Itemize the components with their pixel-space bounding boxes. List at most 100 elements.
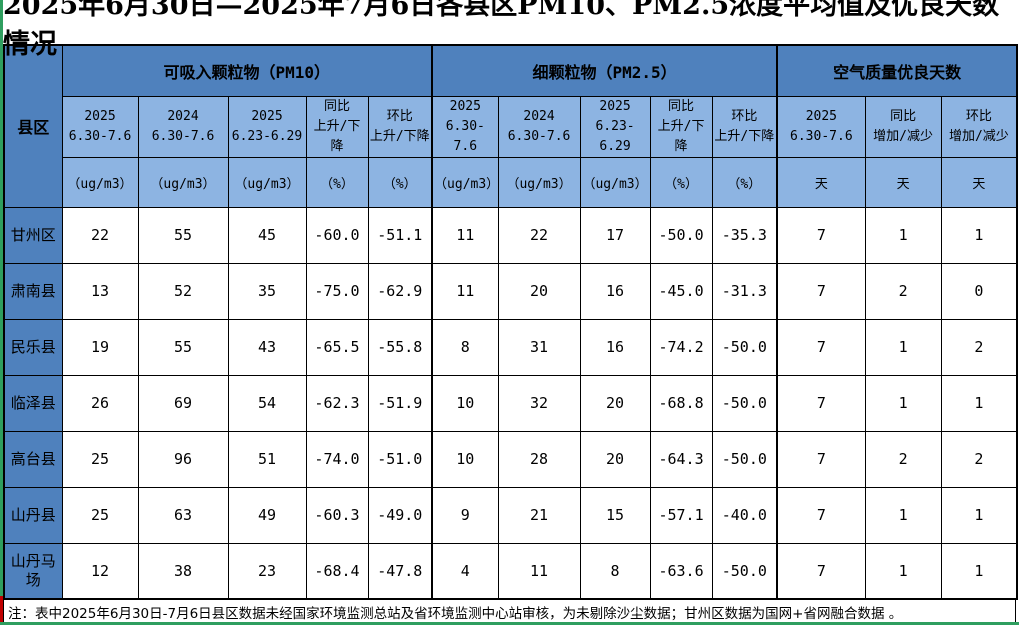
value-cell: -62.9: [367, 262, 433, 320]
col-header-line1: 同比: [890, 108, 917, 124]
value-cell: 7: [776, 318, 866, 376]
col-header-line2: 6.23-6.29: [595, 118, 635, 154]
value-cell: -60.3: [305, 486, 369, 544]
unit-header: （ug/m3）: [431, 156, 499, 208]
value-cell: 4: [431, 542, 499, 600]
value-cell: -51.0: [367, 430, 433, 488]
col-header-line2: 6.30-7.6: [445, 118, 485, 154]
value-cell: -50.0: [711, 318, 778, 376]
col-header-line2: 上升/下降: [369, 128, 430, 144]
col-header-line1: 2025: [449, 98, 481, 114]
value-cell: -51.1: [367, 206, 433, 264]
value-cell: -50.0: [711, 374, 778, 432]
value-cell: 23: [227, 542, 307, 600]
unit-header: （ug/m3）: [497, 156, 581, 208]
value-cell: -50.0: [711, 430, 778, 488]
col-header-line1: 2025: [599, 98, 631, 114]
value-cell: 54: [227, 374, 307, 432]
value-cell: 49: [227, 486, 307, 544]
table-row: 肃南县 13 52 35 -75.0 -62.9 11 20 16 -45.0 -31.3 7 2 0: [3, 262, 1018, 320]
value-cell: 43: [227, 318, 307, 376]
value-cell: 63: [137, 486, 229, 544]
col-header-line1: 环比: [731, 108, 758, 124]
value-cell: 7: [776, 206, 866, 264]
col-header-line2: 增加/减少: [948, 128, 1009, 144]
col-header: 2024 6.30-7.6: [497, 95, 581, 158]
table-row: 高台县 25 96 51 -74.0 -51.0 10 28 20 -64.3 -50.0 7 2 2: [3, 430, 1018, 488]
value-cell: 2: [940, 430, 1018, 488]
value-cell: 1: [940, 486, 1018, 544]
county-label: 肃南县: [3, 262, 63, 320]
value-cell: -74.0: [305, 430, 369, 488]
value-cell: 19: [61, 318, 139, 376]
value-cell: 28: [497, 430, 581, 488]
value-cell: -55.8: [367, 318, 433, 376]
col-header-line2: 6.30-7.6: [68, 128, 132, 144]
unit-header: 天: [940, 156, 1018, 208]
value-cell: 1: [864, 318, 942, 376]
value-cell: -50.0: [649, 206, 713, 264]
col-header: 环比上升/下降: [367, 95, 433, 158]
col-header-line2: 6.30-7.6: [790, 128, 853, 144]
col-header: 环比 上升/下降: [711, 95, 778, 158]
page-title: 2025年6月30日—2025年7月6日各县区PM10、PM2.5浓度平均值及优…: [3, 0, 1016, 60]
col-header: 2025 6.23-6.29: [227, 95, 307, 158]
col-header-line1: 环比: [386, 108, 413, 124]
col-header-line2: 6.30-7.6: [151, 128, 215, 144]
value-cell: -68.8: [649, 374, 713, 432]
value-cell: 7: [776, 486, 866, 544]
col-header: 2025 6.30-7.6: [776, 95, 866, 158]
value-cell: -63.6: [649, 542, 713, 600]
value-cell: 25: [61, 430, 139, 488]
value-cell: -31.3: [711, 262, 778, 320]
county-label: 民乐县: [3, 318, 63, 376]
value-cell: -47.8: [367, 542, 433, 600]
pm-data-table: 县区 可吸入颗粒物（PM10） 细颗粒物（PM2.5） 空气质量优良天数 202…: [3, 44, 1019, 601]
value-cell: -65.5: [305, 318, 369, 376]
value-cell: 35: [227, 262, 307, 320]
table-body: 甘州区 22 55 45 -60.0 -51.1 11 22 17 -50.0 -35.3 7 1 1 肃南…: [3, 206, 1018, 600]
value-cell: -45.0: [649, 262, 713, 320]
value-cell: 22: [61, 206, 139, 264]
value-cell: 11: [431, 206, 499, 264]
edge-strip-bottom-green: [0, 622, 1019, 625]
value-cell: 1: [940, 206, 1018, 264]
value-cell: 7: [776, 262, 866, 320]
col-header-line1: 同比: [668, 98, 695, 114]
value-cell: 1: [864, 374, 942, 432]
table-row: 临泽县 26 69 54 -62.3 -51.9 10 32 20 -68.8 -50.0 7 1 1: [3, 374, 1018, 432]
corner-header-county: 县区: [3, 44, 63, 208]
value-cell: 11: [497, 542, 581, 600]
value-cell: 1: [864, 542, 942, 600]
value-cell: 51: [227, 430, 307, 488]
col-header-line1: 2024: [523, 108, 555, 124]
value-cell: 20: [497, 262, 581, 320]
value-cell: 25: [61, 486, 139, 544]
value-cell: -51.9: [367, 374, 433, 432]
value-cell: -62.3: [305, 374, 369, 432]
col-header: 环比增加/减少: [940, 95, 1018, 158]
col-header-line1: 同比: [323, 98, 350, 114]
value-cell: 7: [776, 542, 866, 600]
value-cell: -75.0: [305, 262, 369, 320]
value-cell: 13: [61, 262, 139, 320]
col-header: 同比 上升/下降: [305, 95, 369, 158]
table-row: 山丹县 25 63 49 -60.3 -49.0 9 21 15 -57.1 -40.0 7 1 1: [3, 486, 1018, 544]
col-header: 2025 6.23-6.29: [579, 95, 651, 158]
value-cell: 52: [137, 262, 229, 320]
value-cell: 31: [497, 318, 581, 376]
unit-header-row: （ug/m3） （ug/m3） （ug/m3） （%） （%） （ug/m3） …: [4, 156, 1018, 208]
value-cell: -74.2: [649, 318, 713, 376]
col-header-line1: 2024: [167, 108, 199, 124]
col-header-line1: 环比: [965, 108, 992, 124]
value-cell: 2: [864, 262, 942, 320]
value-cell: 7: [776, 430, 866, 488]
value-cell: 45: [227, 206, 307, 264]
value-cell: 22: [497, 206, 581, 264]
table-row: 山丹马场 12 38 23 -68.4 -47.8 4 11 8 -63.6 -50.0 7 1 1: [3, 542, 1018, 600]
value-cell: 10: [431, 430, 499, 488]
unit-header: （%）: [711, 156, 778, 208]
value-cell: 1: [940, 542, 1018, 600]
value-cell: 69: [137, 374, 229, 432]
value-cell: 96: [137, 430, 229, 488]
